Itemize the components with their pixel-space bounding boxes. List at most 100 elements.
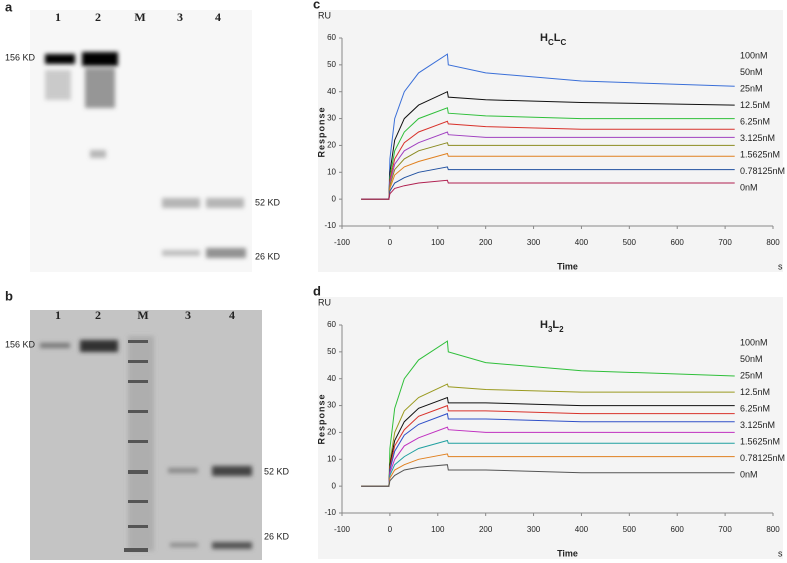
gel-bands [40, 52, 252, 551]
panel-label: c [313, 0, 320, 11]
legend-label: 50nM [740, 354, 763, 364]
y-axis-label: Response [316, 393, 326, 444]
legend-label: 25nM [740, 83, 763, 93]
sensorgram-line [361, 179, 735, 200]
panel-label: a [5, 0, 13, 14]
y-tick-label: 10 [327, 167, 336, 176]
y-tick-label: 0 [332, 481, 337, 490]
x-tick-label: 100 [431, 525, 445, 534]
y-unit: RU [318, 297, 331, 307]
sensorgram-line [361, 464, 735, 487]
lane-label: 1 [55, 308, 61, 322]
plot-background [318, 297, 783, 559]
title-part: 2 [559, 325, 564, 334]
y-tick-label: 30 [327, 114, 336, 123]
x-tick-label: 400 [575, 238, 589, 247]
x-axis-label: Time [557, 261, 578, 271]
x-tick-label: 100 [431, 238, 445, 247]
y-tick-label: 20 [327, 141, 336, 150]
x-tick-label: 600 [671, 238, 685, 247]
x-tick-label: 0 [388, 238, 393, 247]
legend-label: 25nM [740, 370, 763, 380]
title-part: 3 [548, 325, 553, 334]
legend-label: 0nM [740, 182, 758, 192]
x-tick-label: 200 [479, 525, 493, 534]
y-tick-label: 50 [327, 60, 336, 69]
legend-label: 6.25nM [740, 116, 770, 126]
marker-ladder [124, 340, 148, 552]
x-tick-label: -100 [334, 238, 351, 247]
y-tick-label: 20 [327, 428, 336, 437]
y-tick-label: 40 [327, 87, 336, 96]
lane-label: 1 [55, 10, 61, 24]
x-tick-label: 500 [623, 238, 637, 247]
legend-label: 50nM [740, 67, 763, 77]
x-tick-label: 500 [623, 525, 637, 534]
x-tick-label: 800 [766, 525, 780, 534]
legend-label: 1.5625nM [740, 149, 780, 159]
title-part: C [560, 38, 566, 47]
y-tick-label: -10 [324, 508, 336, 517]
panel-label: d [313, 283, 321, 298]
lane-label: M [134, 10, 145, 24]
title-part: C [548, 38, 554, 47]
y-tick-label: 40 [327, 374, 336, 383]
x-axis-label: Time [557, 548, 578, 558]
y-tick-label: 50 [327, 347, 336, 356]
lane-label: 3 [177, 10, 183, 24]
x-tick-label: 200 [479, 238, 493, 247]
lane-label: 4 [229, 308, 235, 322]
chart-title: HCLC [540, 32, 566, 47]
marker-label: 26 KD [264, 531, 290, 541]
y-tick-label: 0 [332, 194, 337, 203]
legend-label: 0nM [740, 469, 758, 479]
legend-label: 1.5625nM [740, 436, 780, 446]
marker-label: 52 KD [255, 197, 281, 207]
y-tick-label: 60 [327, 33, 336, 42]
x-tick-label: 700 [718, 525, 732, 534]
x-tick-label: 700 [718, 238, 732, 247]
legend-label: 6.25nM [740, 403, 770, 413]
marker-label: 26 KD [255, 251, 281, 261]
x-tick-label: 800 [766, 238, 780, 247]
y-axis-label: Response [316, 106, 326, 157]
title-part: L [552, 319, 559, 331]
legend-label: 12.5nM [740, 387, 770, 397]
marker-label: 156 KD [5, 52, 36, 62]
x-tick-label: 600 [671, 525, 685, 534]
lane-label: M [137, 308, 148, 322]
y-tick-label: 30 [327, 401, 336, 410]
marker-label: 52 KD [264, 466, 290, 476]
legend-label: 3.125nM [740, 133, 775, 143]
gel-a-background [30, 10, 252, 272]
title-part: H [540, 32, 548, 44]
lane-label: 3 [185, 308, 191, 322]
legend-label: 100nM [740, 337, 768, 347]
x-unit: s [778, 261, 783, 271]
x-tick-label: 0 [388, 525, 393, 534]
legend-label: 3.125nM [740, 420, 775, 430]
legend-label: 0.78125nM [740, 166, 785, 176]
y-tick-label: -10 [324, 221, 336, 230]
x-unit: s [778, 548, 783, 558]
marker-label: 156 KD [5, 339, 36, 349]
title-part: L [554, 32, 561, 44]
legend-label: 100nM [740, 50, 768, 60]
y-unit: RU [318, 10, 331, 20]
lane-label: 4 [215, 10, 221, 24]
y-tick-label: 60 [327, 320, 336, 329]
lane-label: 2 [95, 10, 101, 24]
legend-label: 0.78125nM [740, 453, 785, 463]
y-tick-label: 10 [327, 454, 336, 463]
x-tick-label: -100 [334, 525, 351, 534]
chart-title: H3L2 [540, 319, 564, 334]
x-tick-label: 300 [527, 525, 541, 534]
plot-background [318, 10, 783, 272]
lane-label: 2 [95, 308, 101, 322]
x-tick-label: 300 [527, 238, 541, 247]
x-tick-label: 400 [575, 525, 589, 534]
panel-label: b [5, 288, 13, 303]
title-part: H [540, 319, 548, 331]
legend-label: 12.5nM [740, 100, 770, 110]
